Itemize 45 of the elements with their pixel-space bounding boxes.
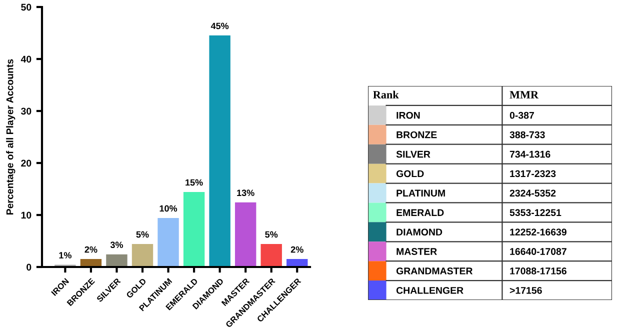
text: 17088-17156 xyxy=(510,268,566,274)
category-label: MMR xyxy=(510,91,539,98)
data-label: 5% xyxy=(136,231,149,238)
data-label: 2% xyxy=(290,246,304,253)
text: >17156 xyxy=(510,286,542,294)
category-label: PLATINUM xyxy=(396,190,445,197)
bar xyxy=(131,243,154,267)
category-label: GOLD xyxy=(396,170,424,178)
category-label: Rank xyxy=(373,90,399,99)
data-label: 45% xyxy=(210,22,229,30)
text: 734-1316 xyxy=(510,150,550,158)
text: 2324-5352 xyxy=(510,190,556,197)
y-axis-title: Percentage of all Player Accounts xyxy=(6,59,16,215)
bar xyxy=(260,243,283,267)
category-label: IRON xyxy=(396,112,420,119)
bar xyxy=(156,217,180,267)
y-tick-label: 40 xyxy=(20,56,32,63)
y-tick-label: 20 xyxy=(21,160,32,167)
bar xyxy=(234,202,257,267)
category-label: BRONZE xyxy=(396,131,437,138)
category-label: EMERALD xyxy=(396,209,444,216)
bar xyxy=(105,254,128,267)
text: 0-387 xyxy=(510,112,534,119)
bar xyxy=(208,34,232,267)
text: 16640-17087 xyxy=(510,248,566,255)
category-label: SILVER xyxy=(396,150,430,158)
bar xyxy=(182,191,206,267)
category-label: DIAMOND xyxy=(396,228,442,236)
data-label: 15% xyxy=(186,179,203,186)
data-label: 1% xyxy=(59,252,72,258)
category-label: GRANDMASTER xyxy=(396,268,473,274)
y-tick-label: 10 xyxy=(21,212,32,219)
text: 1317-2323 xyxy=(510,170,556,178)
y-tick-label: 30 xyxy=(20,108,32,115)
data-label: 5% xyxy=(265,231,278,238)
y-tick-label: 50 xyxy=(21,4,32,11)
data-label: 13% xyxy=(237,190,254,196)
data-label: 3% xyxy=(110,242,124,248)
text: 12252-16639 xyxy=(510,228,566,236)
text: 5353-12251 xyxy=(510,209,562,216)
category-label: MASTER xyxy=(396,248,437,255)
data-label: 2% xyxy=(84,246,98,253)
y-tick-label: 0 xyxy=(26,264,32,271)
data-label: 10% xyxy=(160,205,178,212)
text: 388-733 xyxy=(510,131,545,138)
